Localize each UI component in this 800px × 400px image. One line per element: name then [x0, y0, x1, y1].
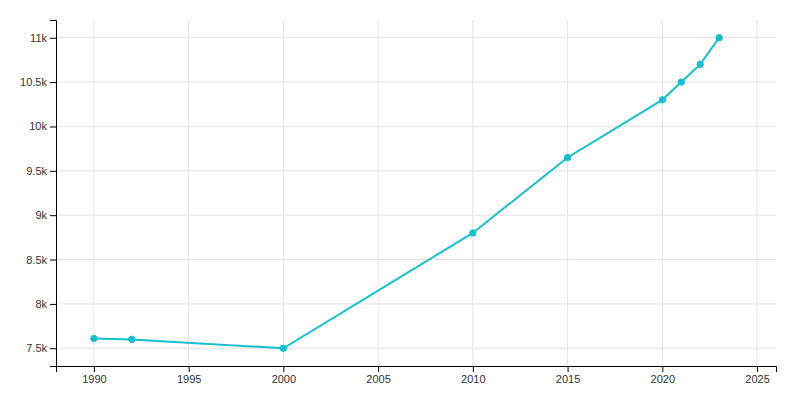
y-tick-mark — [50, 38, 56, 39]
point — [678, 79, 684, 85]
series-group — [91, 35, 723, 352]
y-tick-mark — [50, 82, 56, 83]
point — [716, 35, 722, 41]
plot-area: 1990 1995 2000 2005 2010 2015 2020 2025 7.5k 8k 8.… — [20, 20, 776, 385]
y-tick-label: 9.5k — [26, 165, 47, 177]
y-tick-label: 8k — [35, 298, 47, 310]
y-tick-label: 9k — [35, 209, 47, 221]
line — [94, 38, 719, 349]
y-axis-line — [50, 21, 57, 367]
grid-line-y — [56, 348, 776, 349]
point — [91, 335, 97, 341]
point — [697, 61, 703, 67]
point — [659, 97, 665, 103]
y-tick: 8.5k — [26, 254, 56, 266]
y-axis: 7.5k 8k 8.5k 9k 9.5k 10k 10.5k 11k — [20, 21, 56, 367]
x-tick: 1990 — [82, 366, 106, 385]
x-tick-label: 2025 — [745, 373, 769, 385]
y-tick-mark — [50, 348, 56, 349]
y-tick-label: 11k — [30, 32, 47, 44]
grid-line-x — [567, 20, 568, 366]
y-tick: 11k — [30, 32, 56, 44]
x-tick: 2005 — [366, 366, 390, 385]
y-tick-mark — [50, 171, 56, 172]
x-tick: 2015 — [556, 366, 580, 385]
y-tick-label: 10k — [29, 120, 47, 132]
grid-line-y — [56, 303, 776, 304]
grid-line-y — [56, 259, 776, 260]
grid-line-x — [378, 20, 379, 366]
y-tick: 9k — [35, 209, 56, 221]
x-tick-label: 1995 — [177, 373, 201, 385]
chart: 1990 1995 2000 2005 2010 2015 2020 2025 7.5k 8k 8.… — [0, 0, 800, 400]
grid-line-x — [93, 20, 94, 366]
y-tick-label: 10.5k — [20, 76, 47, 88]
grid-line-x — [188, 20, 189, 366]
grid-line-y — [56, 170, 776, 171]
x-tick-label: 2015 — [556, 373, 580, 385]
y-tick: 7.5k — [26, 342, 56, 354]
grid-line-y — [56, 82, 776, 83]
y-tick: 9.5k — [26, 165, 56, 177]
y-tick-mark — [50, 126, 56, 127]
y-tick-label: 8.5k — [26, 254, 47, 266]
y-tick-mark — [50, 260, 56, 261]
grid-line-x — [757, 20, 758, 366]
y-tick-label: 7.5k — [26, 342, 47, 354]
x-tick-mark — [283, 366, 284, 372]
x-tick: 2000 — [272, 366, 296, 385]
grid-line-x — [662, 20, 663, 366]
x-tick-label: 2005 — [366, 373, 390, 385]
grid-line-y — [56, 215, 776, 216]
point — [280, 345, 286, 351]
y-tick-mark — [50, 304, 56, 305]
point — [129, 336, 135, 342]
x-tick-mark — [94, 366, 95, 372]
x-tick-label: 2020 — [651, 373, 675, 385]
y-tick: 10k — [29, 120, 56, 132]
x-tick-label: 1990 — [82, 373, 106, 385]
x-tick-mark — [757, 366, 758, 372]
x-tick: 2020 — [651, 366, 675, 385]
x-tick-mark — [473, 366, 474, 372]
x-tick-mark — [378, 366, 379, 372]
point — [564, 154, 570, 160]
x-tick: 1995 — [177, 366, 201, 385]
grid-line-x — [472, 20, 473, 366]
y-tick: 8k — [35, 298, 56, 310]
grid-line-x — [283, 20, 284, 366]
x-axis: 1990 1995 2000 2005 2010 2015 2020 2025 — [57, 366, 777, 385]
x-tick: 2025 — [745, 366, 769, 385]
x-tick-mark — [662, 366, 663, 372]
point — [470, 230, 476, 236]
grid-line-y — [56, 126, 776, 127]
y-tick: 10.5k — [20, 76, 56, 88]
x-tick-mark — [189, 366, 190, 372]
x-tick-mark — [568, 366, 569, 372]
grid — [56, 20, 776, 366]
y-tick-mark — [50, 215, 56, 216]
grid-line-y — [56, 37, 776, 38]
x-axis-line — [57, 367, 777, 373]
x-tick: 2010 — [461, 366, 485, 385]
x-tick-label: 2010 — [461, 373, 485, 385]
x-tick-label: 2000 — [272, 373, 296, 385]
